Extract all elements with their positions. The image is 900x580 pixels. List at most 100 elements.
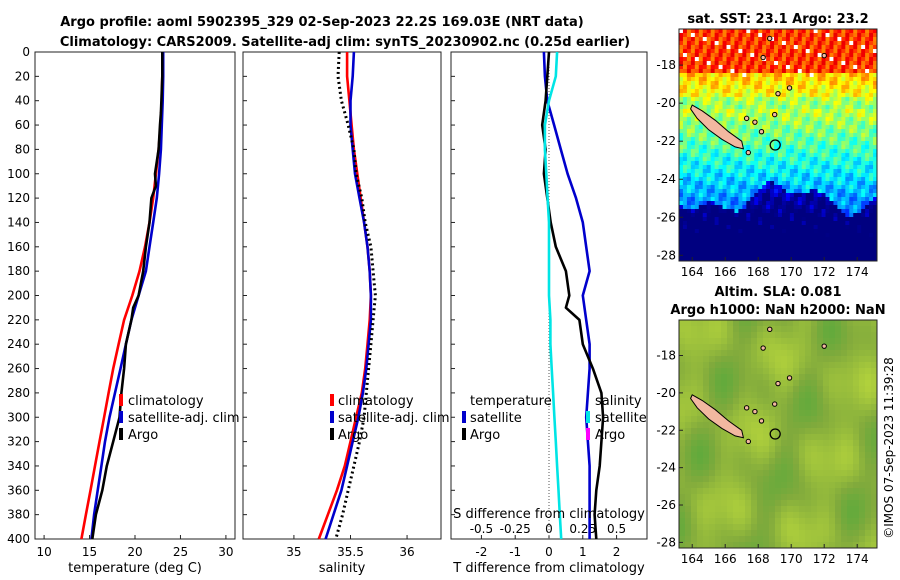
heatmap-cell	[817, 69, 823, 74]
argo-float-position-marker	[769, 428, 781, 440]
heatmap-cell	[801, 217, 807, 222]
heatmap-cell	[785, 41, 791, 46]
heatmap-cell	[714, 37, 720, 42]
heatmap-cell	[833, 229, 838, 234]
heatmap-cell	[849, 209, 854, 214]
heatmap-cell	[774, 57, 779, 62]
heatmap-cell	[698, 29, 704, 34]
heatmap-cell	[813, 153, 819, 158]
heatmap-cell	[721, 374, 728, 381]
heatmap-cell	[811, 368, 818, 375]
heatmap-cell	[793, 368, 800, 375]
heatmap-cell	[801, 73, 807, 78]
heatmap-cell	[801, 113, 807, 118]
heatmap-cell	[853, 197, 858, 202]
heatmap-cell	[869, 121, 874, 126]
heatmap-cell	[821, 237, 827, 242]
heatmap-cell	[775, 356, 782, 363]
heatmap-cell	[694, 169, 700, 174]
heatmap-cell	[750, 197, 755, 202]
heatmap-cell	[853, 500, 860, 507]
heatmap-cell	[758, 257, 763, 261]
heatmap-cell	[722, 121, 728, 126]
heatmap-cell	[799, 368, 806, 375]
heatmap-cell	[871, 470, 877, 477]
heatmap-cell	[861, 217, 866, 222]
heatmap-cell	[762, 69, 767, 74]
heatmap-cell	[869, 169, 874, 174]
heatmap-cell	[727, 410, 734, 417]
heatmap-cell	[686, 137, 692, 142]
heatmap-cell	[745, 386, 752, 393]
heatmap-cell	[714, 201, 720, 206]
heatmap-cell	[789, 169, 795, 174]
heatmap-cell	[821, 81, 827, 86]
heatmap-cell	[837, 133, 842, 138]
heatmap-cell	[845, 229, 850, 234]
heatmap-cell	[685, 542, 692, 548]
depth-tick-label: 360	[7, 483, 30, 497]
heatmap-cell	[745, 326, 752, 333]
heatmap-cell	[781, 446, 788, 453]
heatmap-cell	[770, 249, 775, 254]
heatmap-cell	[825, 113, 831, 118]
heatmap-cell	[745, 434, 752, 441]
heatmap-cell	[733, 542, 740, 548]
heatmap-cell	[745, 392, 752, 399]
heatmap-cell	[871, 428, 877, 435]
heatmap-cell	[857, 133, 862, 138]
heatmap-cell	[817, 464, 824, 471]
heatmap-cell	[869, 81, 874, 86]
heatmap-cell	[853, 458, 860, 465]
heatmap-cell	[746, 109, 751, 114]
heatmap-cell	[809, 81, 815, 86]
heatmap-cell	[730, 233, 736, 238]
heatmap-cell	[727, 392, 734, 399]
heatmap-cell	[774, 221, 779, 226]
heatmap-cell	[679, 338, 686, 345]
heatmap-cell	[829, 225, 835, 230]
heatmap-cell	[734, 193, 739, 198]
heatmap-cell	[833, 109, 838, 114]
heatmap-cell	[718, 233, 724, 238]
heatmap-cell	[721, 362, 728, 369]
heatmap-cell	[873, 249, 877, 254]
heatmap-cell	[833, 105, 838, 110]
heatmap-cell	[829, 213, 835, 218]
heatmap-cell	[817, 500, 824, 507]
heatmap-cell	[793, 470, 800, 477]
heatmap-cell	[714, 169, 720, 174]
heatmap-cell	[703, 368, 710, 375]
heatmap-cell	[697, 440, 704, 447]
heatmap-cell	[730, 101, 736, 106]
heatmap-cell	[805, 69, 811, 74]
heatmap-cell	[805, 536, 812, 543]
heatmap-cell	[833, 73, 838, 78]
heatmap-cell	[821, 177, 827, 182]
heatmap-cell	[742, 125, 747, 130]
heatmap-cell	[691, 458, 698, 465]
heatmap-cell	[809, 185, 815, 190]
heatmap-cell	[769, 374, 776, 381]
heatmap-cell	[738, 77, 743, 82]
heatmap-cell	[811, 488, 818, 495]
heatmap-cell	[869, 69, 874, 74]
heatmap-cell	[805, 221, 811, 226]
heatmap-cell	[714, 249, 720, 254]
heatmap-cell	[770, 253, 775, 258]
heatmap-cell	[793, 165, 799, 170]
heatmap-cell	[778, 177, 783, 182]
heatmap-cell	[805, 241, 811, 246]
heatmap-cell	[873, 177, 877, 182]
heatmap-cell	[813, 129, 819, 134]
heatmap-cell	[845, 37, 850, 42]
heatmap-cell	[730, 189, 736, 194]
heatmap-cell	[770, 133, 775, 138]
heatmap-cell	[869, 173, 874, 178]
heatmap-cell	[813, 257, 819, 261]
heatmap-cell	[821, 73, 827, 78]
heatmap-cell	[873, 53, 877, 58]
heatmap-cell	[861, 165, 866, 170]
depth-tick-label: 0	[22, 45, 30, 59]
heatmap-cell	[757, 356, 764, 363]
